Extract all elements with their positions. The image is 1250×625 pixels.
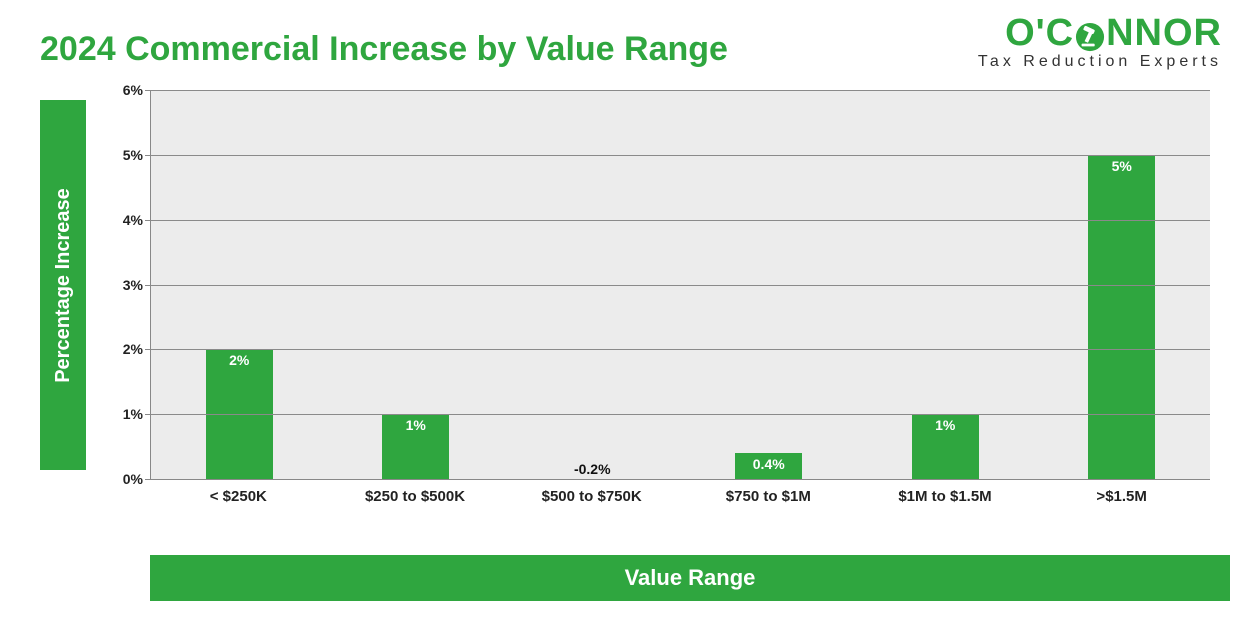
gridline (151, 414, 1210, 415)
gridline (151, 285, 1210, 286)
x-axis-label-block: Value Range (150, 555, 1230, 601)
gavel-icon (1075, 19, 1105, 49)
y-tick-mark (145, 285, 151, 286)
bar-value-label: 0.4% (753, 456, 785, 472)
gridline (151, 155, 1210, 156)
plot-area: 2%1%-0.2%0.4%1%5% 0%1%2%3%4%5%6% (150, 90, 1210, 480)
logo-text-left: O'C (1005, 12, 1074, 55)
x-tick-label: < $250K (210, 488, 267, 505)
bar-value-label: 1% (935, 417, 955, 433)
y-tick-mark (145, 349, 151, 350)
logo-text-right: NNOR (1106, 12, 1222, 55)
y-axis-label-block: Percentage Increase (40, 100, 86, 470)
bar: 1% (382, 414, 449, 479)
bar-value-label: 2% (229, 352, 249, 368)
y-axis-label: Percentage Increase (52, 188, 75, 383)
y-tick-mark (145, 220, 151, 221)
y-tick-mark (145, 155, 151, 156)
chart-area: 2%1%-0.2%0.4%1%5% 0%1%2%3%4%5%6% < $250K… (100, 90, 1220, 520)
bar: 5% (1088, 155, 1155, 479)
bar-value-label: -0.2% (574, 461, 611, 479)
bar-value-label: 1% (406, 417, 426, 433)
x-tick-label: $500 to $750K (542, 488, 642, 505)
chart-title: 2024 Commercial Increase by Value Range (40, 30, 728, 69)
x-ticks: < $250K $250 to $500K $500 to $750K $750 to… (150, 480, 1210, 520)
x-tick-label: $1M to $1.5M (898, 488, 991, 505)
gridline (151, 220, 1210, 221)
x-axis-label: Value Range (625, 565, 756, 591)
logo-tagline: Tax Reduction Experts (978, 53, 1222, 71)
bar-value-label: 5% (1112, 158, 1132, 174)
bar: 1% (912, 414, 979, 479)
chart-container: 2024 Commercial Increase by Value Range … (0, 0, 1250, 625)
gridline (151, 90, 1210, 91)
brand-logo: O'C NNOR Tax Reduction Experts (978, 12, 1222, 71)
x-tick-label: >$1.5M (1096, 488, 1146, 505)
y-tick-mark (145, 90, 151, 91)
gridline (151, 349, 1210, 350)
x-tick-label: $750 to $1M (726, 488, 811, 505)
y-tick-mark (145, 414, 151, 415)
logo-wordmark: O'C NNOR (978, 12, 1222, 55)
bar: 0.4% (735, 453, 802, 479)
x-tick-label: $250 to $500K (365, 488, 465, 505)
